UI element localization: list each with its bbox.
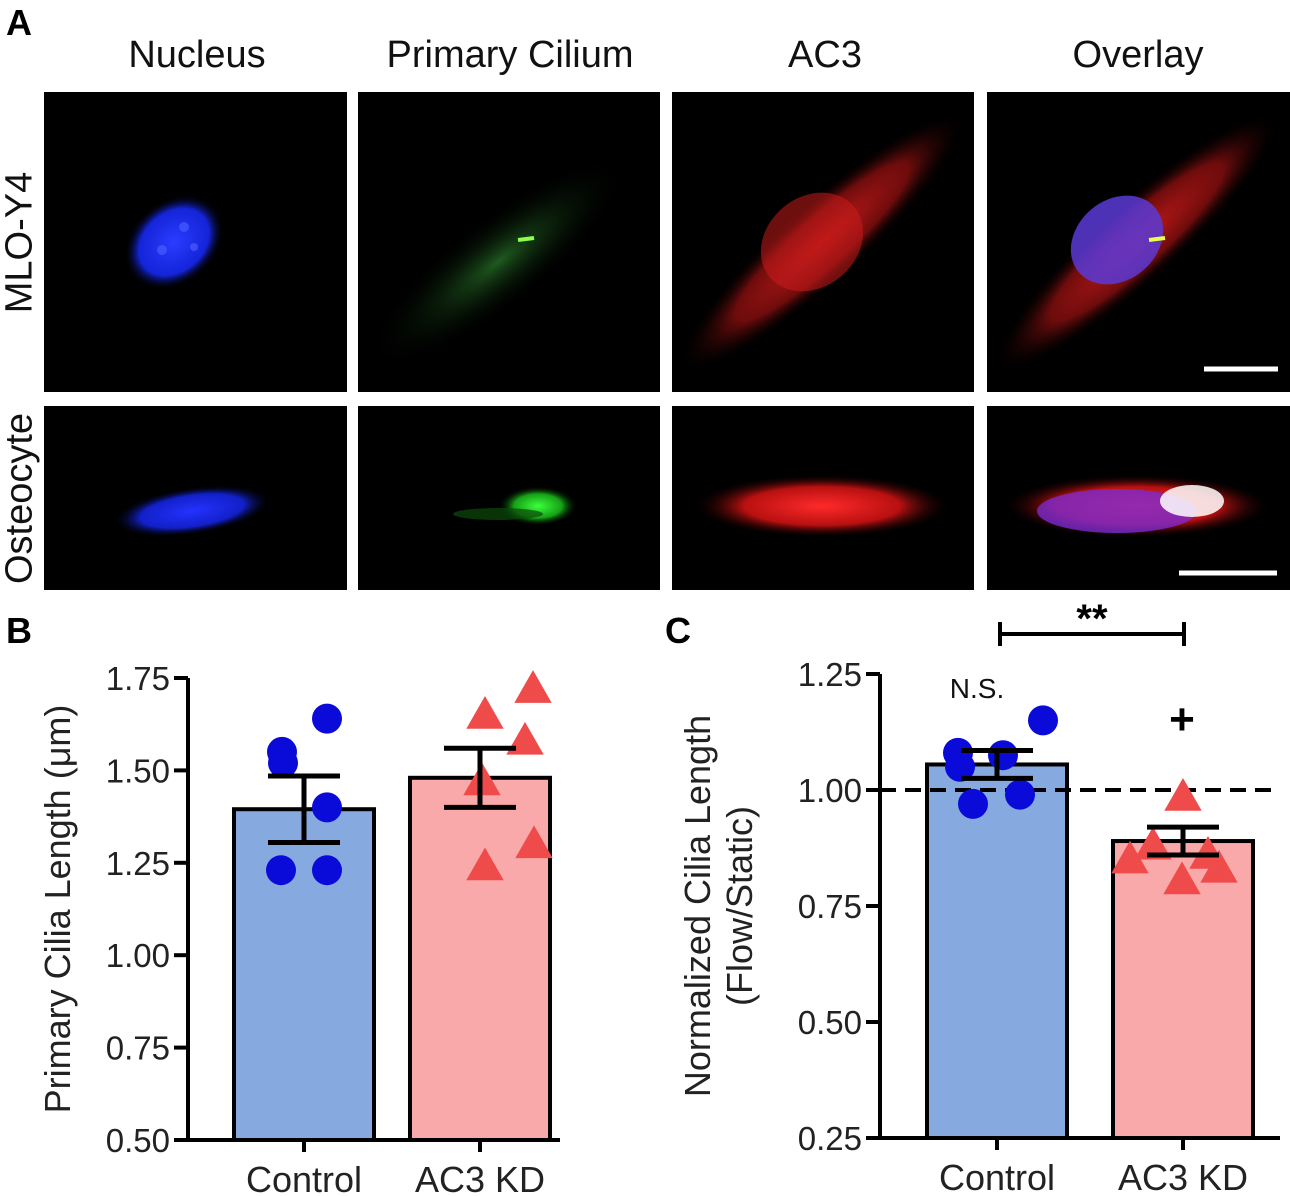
row-header-osteocyte: Osteocyte: [0, 412, 41, 585]
x-tick-label: AC3 KD: [415, 1159, 545, 1196]
y-axis-label: Primary Cilia Length (μm): [37, 705, 78, 1114]
micrograph-osteocyte-nucleus: [44, 406, 347, 590]
chart-c-normalized-cilia-length: 0.25 0.50 0.75 1.00 1.25 Normalized Cilia Len…: [677, 600, 1280, 1196]
column-header-ac3: AC3: [788, 34, 862, 76]
y-tick-label: 1.25: [106, 845, 170, 882]
data-point-control: [958, 788, 988, 819]
data-point-ac3-kd: [1200, 849, 1238, 883]
x-tick-label: Control: [246, 1159, 362, 1196]
y-tick-label: 0.25: [798, 1120, 862, 1157]
bar-control: [232, 807, 376, 1142]
y-tick-label: 1.75: [106, 660, 170, 697]
y-tick-label: 0.50: [106, 1122, 170, 1159]
row-header-mlo-y4: MLO-Y4: [0, 171, 41, 314]
data-point-ac3-kd: [1163, 861, 1201, 895]
y-tick-label: 0.50: [798, 1004, 862, 1041]
data-point-control: [312, 792, 342, 823]
data-point-control: [268, 748, 298, 779]
data-point-control: [945, 751, 975, 782]
x-tick-label: Control: [939, 1157, 1055, 1196]
micrograph-mlo-y4-nucleus: [44, 92, 347, 392]
y-tick-label: 1.00: [106, 937, 170, 974]
data-point-control: [312, 703, 342, 734]
data-point-ac3-kd: [515, 825, 553, 859]
data-point-control: [312, 855, 342, 886]
micrograph-mlo-y4-primary-cilium: [358, 92, 660, 392]
y-tick-label: 1.25: [798, 656, 862, 693]
micrograph-osteocyte-overlay: [987, 406, 1290, 590]
data-point-control: [266, 855, 296, 886]
y-tick-label: 0.75: [106, 1030, 170, 1067]
chart-b-cilia-length: 0.50 0.75 1.00 1.25 1.50 1.75 Primary Cilia Le…: [37, 660, 560, 1196]
data-point-control: [1005, 779, 1035, 810]
column-header-primary-cilium: Primary Cilium: [386, 34, 634, 76]
y-axis-label: Normalized Cilia Length: [677, 715, 718, 1097]
data-point-control: [988, 740, 1018, 771]
y-tick-label: 0.75: [798, 888, 862, 925]
micrograph-osteocyte-ac3: [672, 406, 974, 590]
y-axis-label-secondary: (Flow/Static): [719, 806, 760, 1006]
y-tick-label: 1.50: [106, 752, 170, 789]
panel-a-letter: A: [6, 2, 32, 43]
data-point-ac3-kd: [466, 847, 504, 881]
bar-control: [925, 762, 1069, 1140]
data-point-ac3-kd: [1164, 777, 1202, 811]
y-tick-label: 1.00: [798, 772, 862, 809]
data-point-ac3-kd: [1134, 826, 1172, 860]
bar-ac3-kd: [408, 775, 552, 1143]
data-point-ac3-kd: [514, 670, 552, 703]
data-point-ac3-kd: [466, 695, 504, 729]
panel-b-letter: B: [6, 610, 32, 651]
micrograph-mlo-y4-ac3: [672, 92, 974, 392]
panel-c-letter: C: [665, 610, 691, 651]
x-tick-label: AC3 KD: [1118, 1157, 1248, 1196]
column-header-nucleus: Nucleus: [128, 34, 266, 76]
plus-label: +: [1169, 695, 1195, 744]
ns-label: N.S.: [950, 673, 1004, 704]
data-point-ac3-kd: [1111, 840, 1149, 874]
column-header-overlay: Overlay: [1072, 34, 1204, 76]
data-point-control: [1028, 705, 1058, 736]
micrograph-osteocyte-primary-cilium: [358, 406, 660, 590]
micrograph-mlo-y4-overlay: [987, 92, 1290, 392]
significance-label: **: [1076, 600, 1108, 641]
